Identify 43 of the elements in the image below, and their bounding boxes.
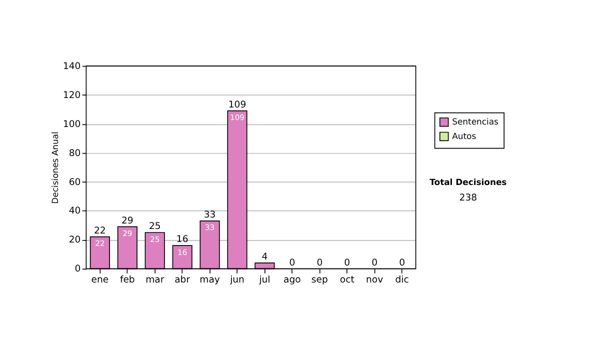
total-label: 109 — [228, 99, 246, 110]
total-label: 0 — [316, 257, 323, 268]
y-tick-label: 140 — [62, 60, 81, 72]
x-tick-label: dic — [395, 274, 409, 286]
y-tick-label: 20 — [68, 234, 81, 246]
total-label: 0 — [344, 257, 350, 268]
y-tick-label: 120 — [62, 90, 81, 101]
x-tick-label: oct — [340, 274, 355, 286]
legend-label: Autos — [452, 131, 476, 142]
total-label: 0 — [399, 257, 406, 268]
data-label: 16 — [177, 248, 188, 257]
data-label: 29 — [122, 229, 132, 238]
total-label: 22 — [94, 225, 106, 236]
total-label: 29 — [121, 215, 134, 226]
data-label: 109 — [230, 113, 245, 122]
total-label: 4 — [262, 252, 268, 263]
x-tick-label: ene — [91, 274, 109, 286]
x-tick-label: may — [200, 274, 220, 286]
legend-label: Sentencias — [452, 116, 498, 127]
y-tick-label: 0 — [74, 264, 81, 275]
x-tick-label: jul — [258, 274, 270, 286]
y-tick-label: 100 — [62, 118, 81, 130]
data-label: 33 — [204, 223, 215, 232]
text: Total Decisiones — [430, 177, 507, 188]
text: 238 — [459, 192, 478, 204]
total-label: 33 — [204, 210, 216, 221]
y-tick-label: 80 — [68, 148, 81, 159]
total-label: 25 — [148, 221, 161, 232]
total-label: 16 — [176, 234, 188, 246]
data-label: 25 — [150, 234, 160, 244]
x-tick-label: feb — [120, 274, 135, 286]
x-tick-label: jun — [229, 274, 245, 286]
x-tick-label: abr — [174, 274, 190, 286]
y-axis-title: Decisiones Anual — [50, 132, 60, 204]
x-tick-label: nov — [366, 274, 384, 286]
total-label: 0 — [289, 257, 296, 268]
y-tick-label: 60 — [68, 176, 81, 188]
x-tick-label: sep — [311, 274, 328, 286]
data-label: 22 — [95, 239, 105, 248]
total-label: 0 — [372, 257, 378, 268]
x-tick-label: mar — [146, 274, 164, 286]
y-tick-label: 40 — [68, 206, 81, 217]
x-tick-label: ago — [284, 274, 302, 286]
